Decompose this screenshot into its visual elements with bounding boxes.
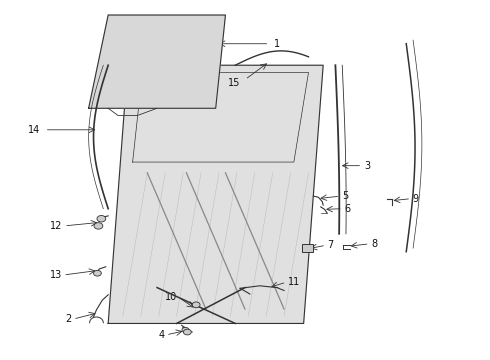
Text: 11: 11 [288,277,300,287]
Text: 4: 4 [158,330,164,340]
Text: 15: 15 [228,78,240,88]
Text: 13: 13 [49,270,62,280]
Circle shape [94,223,103,229]
Text: 12: 12 [50,221,63,231]
Bar [302,244,313,252]
Text: 8: 8 [371,239,377,249]
Text: 7: 7 [328,240,334,250]
Text: 14: 14 [27,125,40,135]
Circle shape [94,270,101,276]
Circle shape [183,329,191,335]
Polygon shape [89,15,225,108]
Text: 9: 9 [413,194,419,204]
Text: 5: 5 [342,191,348,201]
Text: 3: 3 [365,161,371,171]
Circle shape [182,327,189,332]
Text: 10: 10 [165,292,177,302]
Text: 6: 6 [344,204,350,214]
Circle shape [97,216,106,222]
Polygon shape [108,65,323,323]
Text: 2: 2 [65,314,72,324]
Text: 1: 1 [274,39,280,49]
Circle shape [192,302,200,308]
